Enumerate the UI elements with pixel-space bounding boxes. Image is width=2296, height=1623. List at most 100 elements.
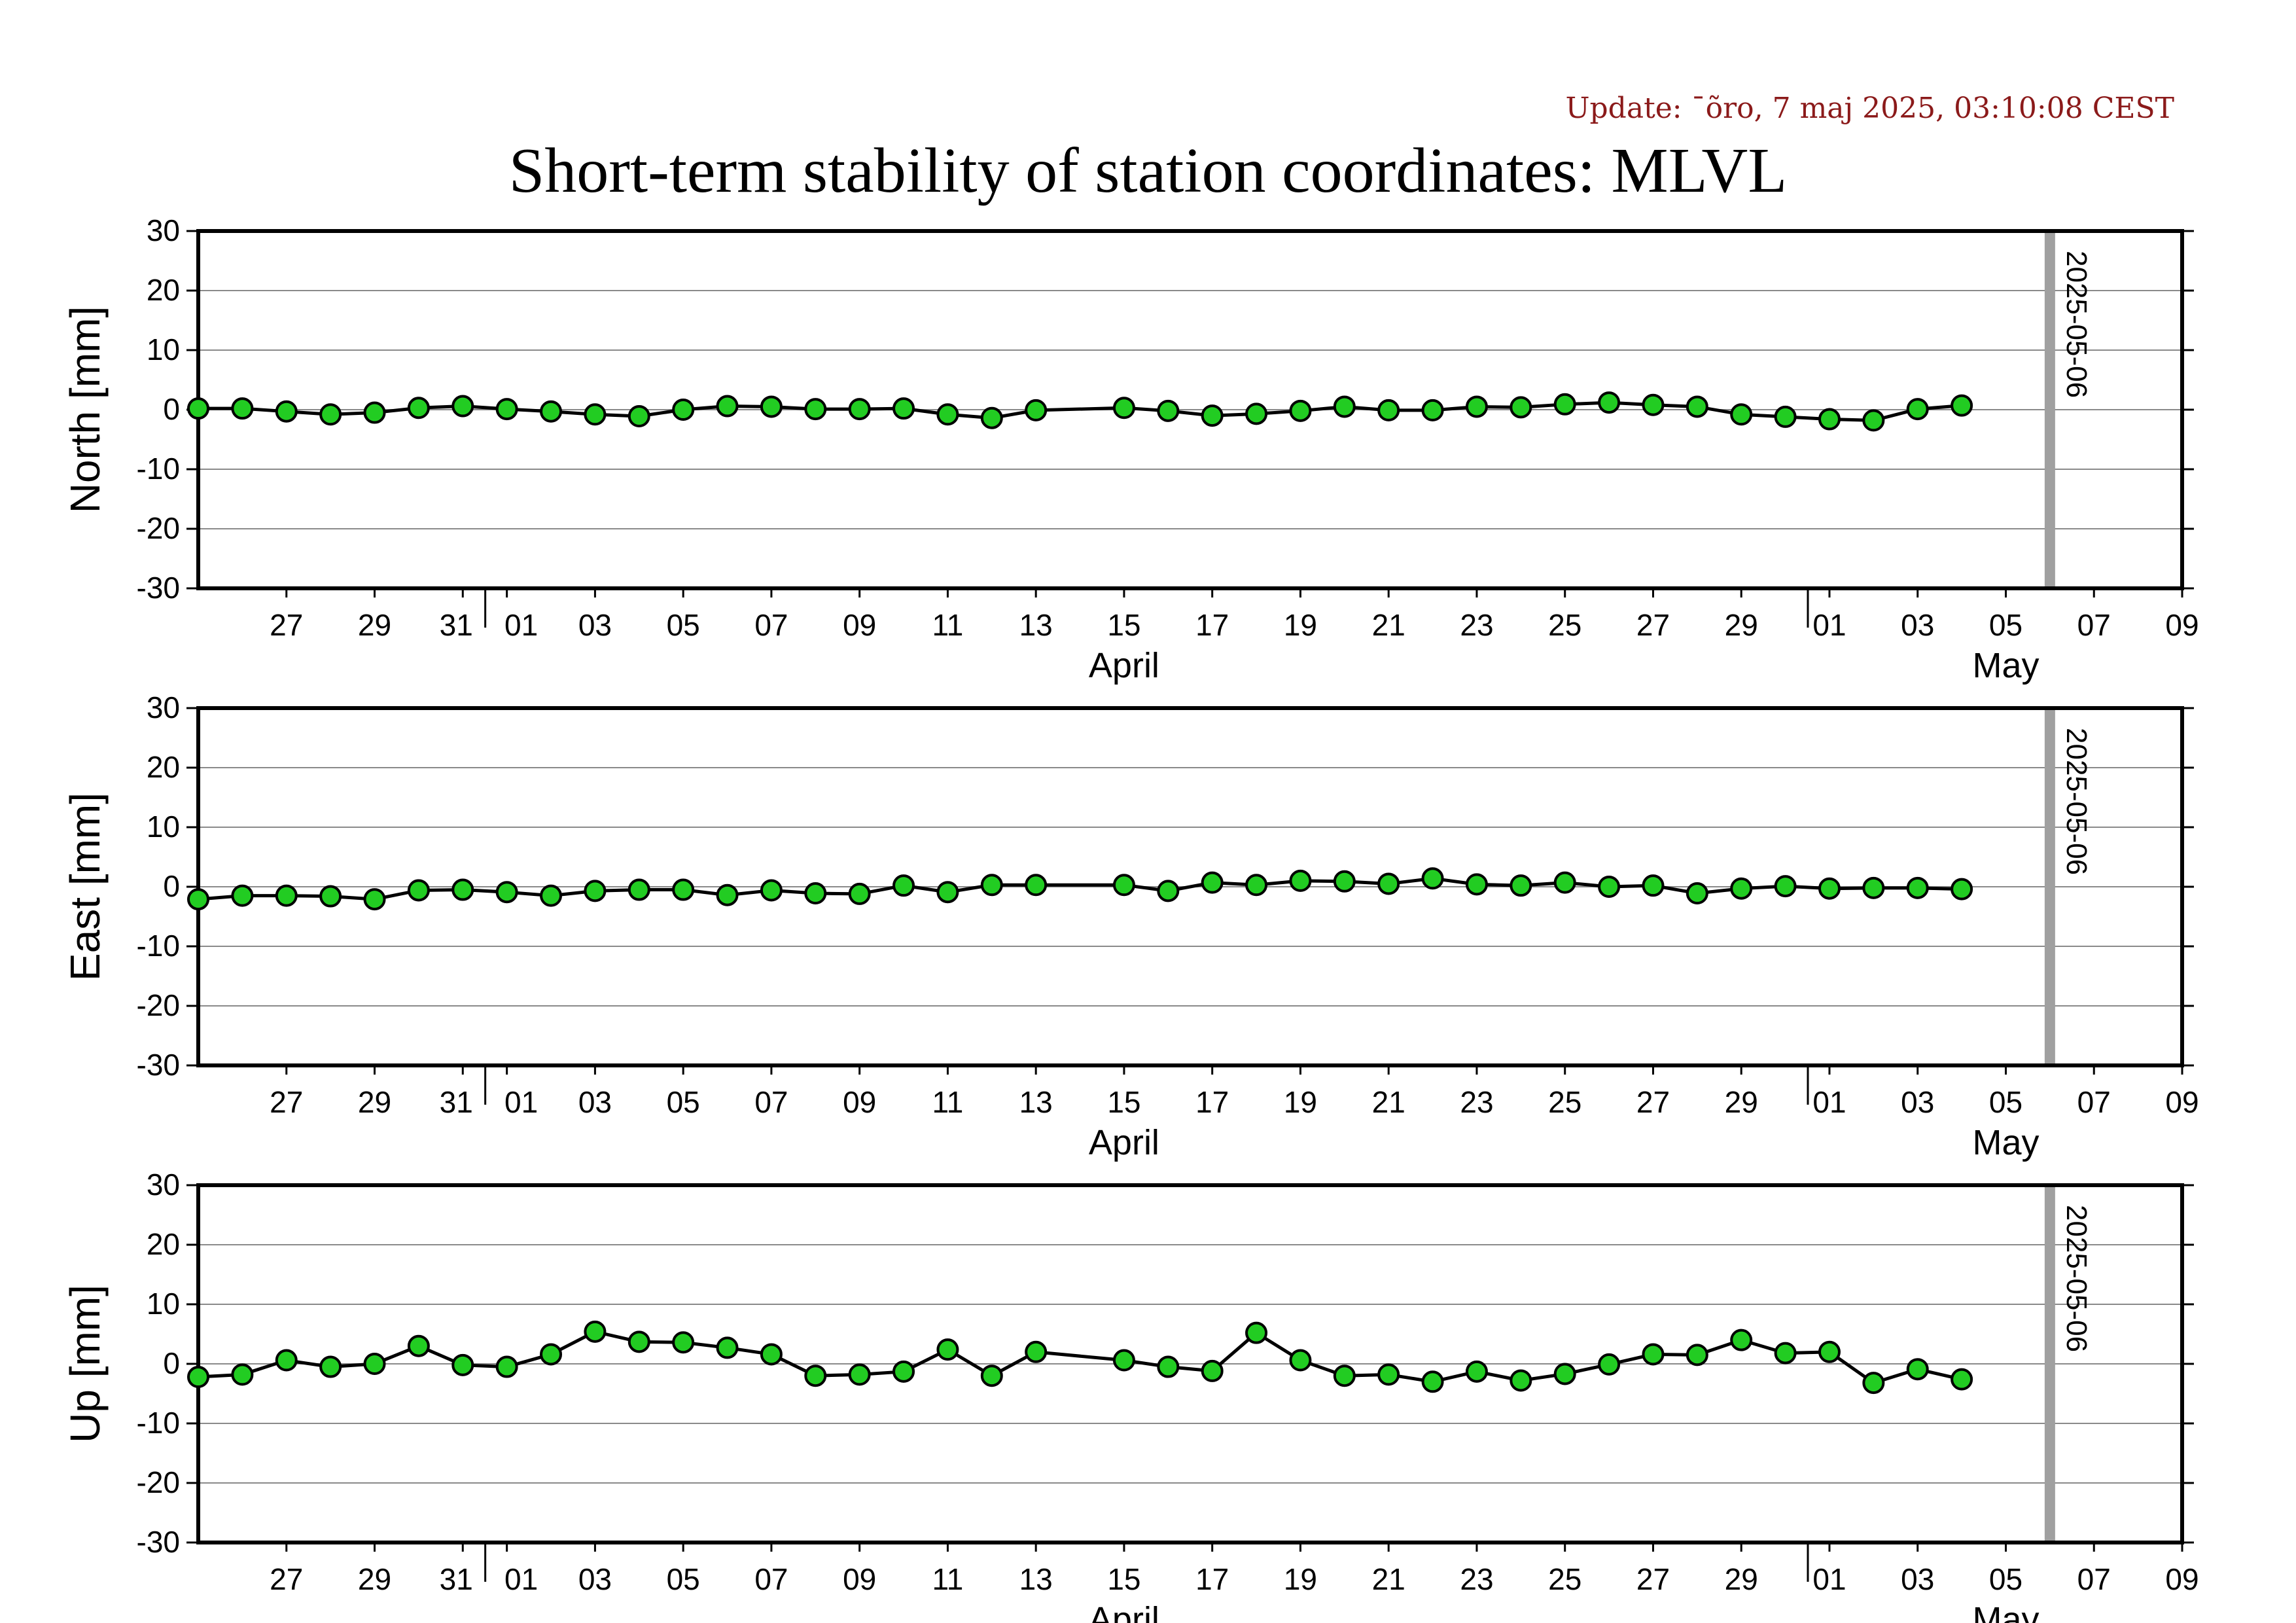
y-tick-label: 30 — [147, 1168, 180, 1202]
data-point — [275, 400, 298, 423]
data-point — [1333, 1364, 1356, 1387]
data-point — [1862, 876, 1885, 899]
month-label: May — [1972, 1600, 2039, 1623]
y-tick-label: 30 — [147, 690, 180, 724]
y-tick-label: -10 — [137, 452, 180, 486]
data-point — [363, 888, 386, 911]
reference-date-label: 2025-05-06 — [2060, 251, 2093, 398]
month-label: April — [1089, 646, 1159, 685]
x-tick-label: 29 — [1725, 1562, 1758, 1596]
data-point — [1157, 1355, 1180, 1378]
data-point — [760, 1343, 783, 1366]
reference-date-label: 2025-05-06 — [2060, 728, 2093, 875]
y-tick-label: -10 — [137, 929, 180, 963]
y-tick-label: 0 — [163, 1346, 180, 1380]
x-tick-label: 01 — [1812, 1085, 1846, 1119]
data-point — [1289, 1349, 1312, 1372]
data-point — [1553, 393, 1576, 416]
data-point — [1245, 1321, 1268, 1344]
x-tick-label: 09 — [843, 608, 876, 642]
x-tick-label: 05 — [1989, 1085, 2022, 1119]
data-point — [584, 403, 607, 426]
data-point — [540, 884, 563, 907]
data-point — [540, 400, 563, 423]
data-point — [1906, 876, 1929, 899]
data-point — [1245, 402, 1268, 425]
data-point — [1289, 869, 1312, 892]
data-point — [1377, 1363, 1400, 1386]
data-point — [1906, 398, 1929, 421]
x-tick-label: 17 — [1195, 608, 1229, 642]
data-point — [672, 399, 695, 421]
data-point — [1333, 395, 1356, 418]
data-point — [363, 401, 386, 424]
data-point — [407, 879, 430, 902]
data-point — [495, 881, 518, 904]
data-point — [1421, 1370, 1444, 1393]
data-point — [451, 395, 474, 418]
x-tick-label: 29 — [358, 1085, 391, 1119]
x-tick-label: 21 — [1372, 1562, 1405, 1596]
data-point — [1245, 874, 1268, 897]
y-tick-label: -20 — [137, 511, 180, 545]
x-tick-label: 31 — [440, 1562, 473, 1596]
data-point — [1598, 1353, 1621, 1376]
data-point — [1112, 1349, 1135, 1372]
y-axis-label: East [mm] — [62, 793, 109, 981]
data-point — [187, 888, 209, 911]
x-tick-label: 19 — [1284, 1562, 1317, 1596]
x-tick-label: 03 — [1901, 1562, 1934, 1596]
x-tick-label: 01 — [1812, 608, 1846, 642]
data-point — [1421, 399, 1444, 421]
data-point — [187, 397, 209, 420]
data-point — [980, 406, 1003, 429]
chart-title: Short-term stability of station coordina… — [508, 135, 1788, 206]
data-point — [1510, 874, 1532, 897]
data-point — [760, 879, 783, 902]
month-label: April — [1089, 1123, 1159, 1162]
x-tick-label: 09 — [843, 1085, 876, 1119]
data-point — [1642, 1343, 1665, 1366]
data-point — [1025, 874, 1048, 897]
data-point — [1774, 1342, 1797, 1364]
x-tick-label: 29 — [358, 1562, 391, 1596]
data-point — [363, 1353, 386, 1375]
data-point — [275, 1349, 298, 1372]
x-tick-label: 05 — [667, 608, 700, 642]
x-tick-label: 07 — [2077, 1562, 2111, 1596]
x-tick-label: 23 — [1460, 1562, 1493, 1596]
x-tick-label: 11 — [932, 1562, 964, 1596]
data-point — [848, 398, 871, 421]
y-tick-label: 20 — [147, 1227, 180, 1261]
data-point — [1686, 1344, 1708, 1366]
data-point — [627, 405, 650, 428]
data-point — [1553, 871, 1576, 894]
x-tick-label: 03 — [1901, 608, 1934, 642]
x-tick-label: 03 — [578, 608, 612, 642]
x-tick-label: 11 — [932, 1085, 964, 1119]
y-tick-label: -20 — [137, 988, 180, 1022]
data-point — [1818, 877, 1841, 900]
data-point — [848, 1363, 871, 1386]
data-point — [892, 874, 915, 897]
x-tick-label: 13 — [1019, 608, 1053, 642]
data-point — [1025, 1340, 1048, 1363]
x-tick-label: 29 — [1725, 1085, 1758, 1119]
x-tick-label: 05 — [1989, 1562, 2022, 1596]
data-point — [231, 397, 254, 420]
x-tick-label: 29 — [358, 608, 391, 642]
x-tick-label: 03 — [1901, 1085, 1934, 1119]
data-point — [936, 881, 959, 904]
data-point — [1686, 395, 1708, 418]
y-tick-label: -20 — [137, 1465, 180, 1499]
x-tick-label: 19 — [1284, 1085, 1317, 1119]
data-point — [319, 1355, 342, 1378]
data-point — [1906, 1358, 1929, 1381]
data-point — [1201, 1359, 1224, 1382]
x-tick-label: 17 — [1195, 1085, 1229, 1119]
data-point — [1157, 880, 1180, 902]
series-line — [198, 876, 1962, 901]
y-tick-label: 10 — [147, 810, 180, 844]
panel-east: 2025-05-06 30 20 10 0 -10 -20 -30 East [mm] 27 29 3… — [62, 690, 2199, 1162]
x-tick-label: 25 — [1548, 1085, 1581, 1119]
